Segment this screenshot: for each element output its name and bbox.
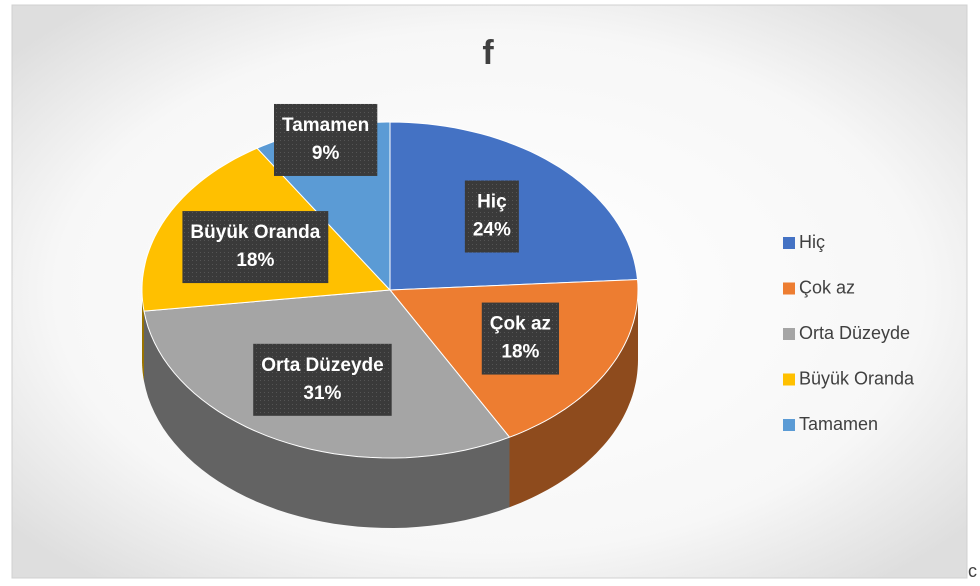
legend-swatch bbox=[783, 328, 795, 340]
label-category: Büyük Oranda bbox=[190, 222, 320, 243]
label-category: Orta Düzeyde bbox=[261, 355, 383, 376]
label-value: 18% bbox=[236, 250, 274, 271]
label-category: Tamamen bbox=[282, 115, 369, 136]
data-label: Orta Düzeyde 31% bbox=[253, 343, 392, 416]
label-category: Çok az bbox=[490, 314, 551, 335]
pie-sides bbox=[142, 290, 638, 528]
data-label: Büyük Oranda 18% bbox=[182, 211, 329, 284]
legend-swatch bbox=[783, 419, 795, 431]
legend-label: Orta Düzeyde bbox=[799, 323, 910, 343]
legend-swatch bbox=[783, 373, 795, 386]
data-label: Çok az 18% bbox=[481, 302, 560, 375]
slice-side bbox=[509, 290, 638, 508]
label-value: 9% bbox=[312, 143, 340, 164]
label-box bbox=[464, 180, 519, 253]
legend-swatch bbox=[783, 282, 795, 295]
edge-text: c bbox=[968, 561, 977, 581]
label-box bbox=[274, 103, 378, 176]
legend-label: Hiç bbox=[799, 232, 825, 252]
label-value: 18% bbox=[501, 342, 539, 363]
data-label: Tamamen 9% bbox=[274, 103, 378, 176]
legend-label: Çok az bbox=[799, 277, 855, 297]
data-label: Hiç 24% bbox=[464, 180, 519, 253]
label-value: 24% bbox=[473, 220, 511, 241]
label-box bbox=[481, 302, 560, 375]
label-box bbox=[182, 211, 329, 284]
label-category: Hiç bbox=[477, 192, 507, 213]
slice-side bbox=[142, 290, 144, 382]
chart-title: f bbox=[482, 34, 494, 72]
legend-label: Büyük Oranda bbox=[799, 368, 915, 388]
label-value: 31% bbox=[303, 383, 341, 404]
legend-swatch bbox=[783, 237, 795, 249]
label-box bbox=[253, 343, 392, 416]
slice-side bbox=[144, 311, 510, 528]
legend-label: Tamamen bbox=[799, 414, 878, 434]
